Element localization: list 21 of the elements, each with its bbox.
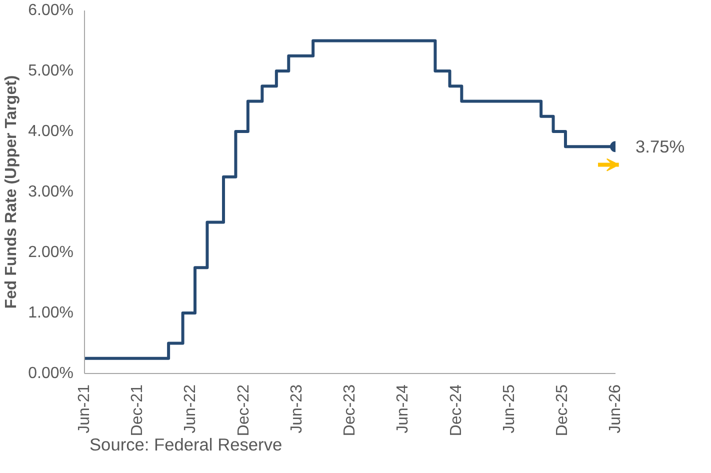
x-tick-label: Jun-23 (288, 384, 306, 434)
source-note: Source: Federal Reserve (90, 434, 282, 454)
annotation: 3.75% (636, 136, 685, 157)
x-tick-label: Jun-24 (394, 384, 412, 434)
x-tick-label: Dec-22 (235, 384, 252, 436)
x-tick-label: Dec-21 (129, 384, 146, 436)
x-tick-label: Jun-21 (76, 384, 93, 434)
x-tick-label: Dec-25 (554, 384, 572, 436)
y-tick-label: 1.00% (28, 304, 74, 322)
y-axis-title: Fed Funds Rate (Upper Target) (3, 75, 20, 309)
y-tick-label: 2.00% (28, 244, 74, 261)
y-tick-label: 5.00% (28, 62, 74, 80)
x-tick-label: Jun-26 (607, 384, 624, 434)
y-tick-label: 6.00% (28, 2, 74, 19)
x-tick-label: Dec-24 (448, 384, 465, 436)
x-tick-label: Jun-22 (182, 384, 200, 434)
y-tick-label: 0.00% (28, 365, 74, 382)
y-tick-label: 3.00% (28, 184, 74, 200)
x-tick-label: Jun-25 (500, 384, 518, 434)
y-tick-label: 4.00% (28, 123, 74, 140)
x-tick-label: Dec-23 (342, 384, 358, 436)
